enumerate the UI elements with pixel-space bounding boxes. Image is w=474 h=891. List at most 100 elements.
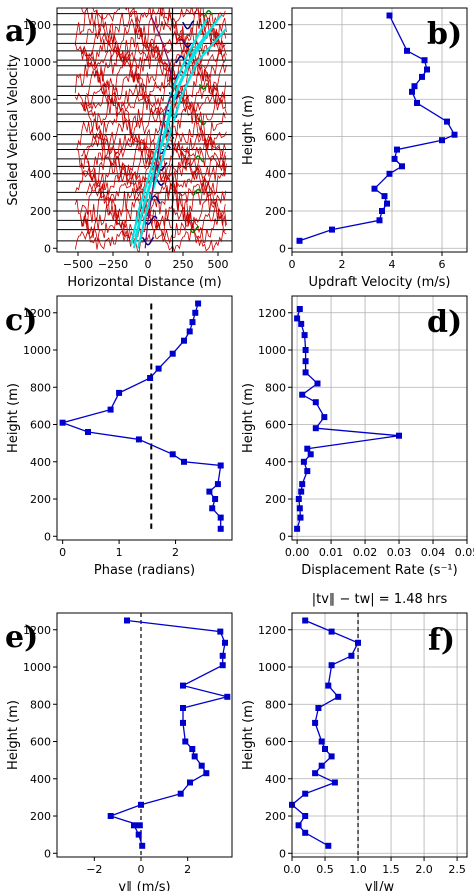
velocity-trace [74, 8, 227, 47]
y-tick-label: 0 [44, 530, 51, 543]
x-tick-label: 1.0 [349, 863, 367, 876]
data-point [312, 770, 319, 777]
data-point [295, 496, 302, 502]
y-axis-label: Height (m) [241, 383, 256, 453]
x-tick-label: 4 [389, 258, 396, 271]
y-tick-label: 400 [30, 456, 51, 469]
x-tick-label: 0 [138, 863, 145, 876]
y-tick-label: 200 [30, 493, 51, 506]
panel-letter: c) [5, 303, 37, 338]
data-point [318, 738, 325, 745]
y-tick-label: 1200 [258, 19, 286, 32]
panel-c: 0 1 2 0 200 400 600 800 1000 1200 Phase (radians) H… [5, 295, 233, 578]
data-point [424, 66, 430, 73]
panel-b: 0 2 4 6 0 200 400 600 800 1000 1200 Updraft Velocit… [241, 7, 468, 290]
y-tick-label: 600 [265, 736, 286, 749]
y-tick-label: 0 [279, 847, 286, 860]
x-tick-label: −500 [63, 258, 93, 271]
data-point [314, 380, 321, 387]
velocity-trace [80, 101, 226, 143]
y-tick-label: 0 [279, 530, 286, 543]
x-tick-label: 2 [184, 863, 191, 876]
x-tick-label: 0.0 [283, 863, 301, 876]
series-line [108, 619, 228, 846]
x-tick-label: 1 [116, 546, 123, 559]
data-point [294, 525, 301, 532]
data-point [224, 693, 231, 700]
fit-line [130, 18, 208, 245]
trace-segment-green [192, 188, 202, 196]
y-tick-label: 200 [30, 810, 51, 823]
data-point [302, 829, 309, 836]
y-tick-label: 200 [265, 493, 286, 506]
data-point [182, 738, 189, 745]
data-point [296, 306, 303, 312]
y-axis-label: Height (m) [6, 700, 21, 770]
data-point [217, 525, 224, 532]
data-point [85, 429, 91, 435]
x-axis-label: v∥ (m/s) [118, 880, 170, 891]
y-tick-label: 1200 [23, 307, 51, 320]
data-point [381, 193, 388, 200]
panel-d: 0.00 0.01 0.02 0.03 0.04 0.05 0 200 400 600 800 100… [241, 295, 474, 578]
data-point [147, 375, 154, 381]
data-point [315, 705, 322, 711]
axes-frame [291, 612, 468, 858]
velocity-trace [86, 48, 227, 72]
data-point [328, 753, 335, 760]
data-point [214, 481, 221, 488]
data-point [302, 617, 309, 624]
panel-letter: f) [428, 623, 455, 658]
velocity-trace [81, 8, 226, 26]
y-axis-label: Scaled Vertical Velocity [6, 54, 21, 205]
data-point [348, 652, 355, 659]
y-tick-label: 800 [30, 698, 51, 711]
data-point [322, 746, 328, 752]
data-point [219, 662, 226, 669]
data-point [394, 146, 400, 153]
y-tick-label: 1000 [258, 56, 286, 69]
data-point [192, 309, 199, 316]
data-point [217, 514, 224, 521]
y-tick-label: 1000 [23, 344, 51, 357]
x-tick-label: 2.5 [448, 863, 466, 876]
axes-frame [291, 7, 468, 253]
series-line [299, 15, 456, 242]
data-point [180, 705, 186, 711]
data-point [203, 770, 210, 777]
y-tick-label: 400 [265, 773, 286, 786]
data-point [312, 425, 319, 432]
data-point [444, 118, 450, 125]
axes-frame [56, 7, 233, 253]
data-point [312, 399, 319, 406]
data-point [195, 300, 202, 307]
data-point [297, 514, 304, 521]
x-tick-label: 0.05 [455, 546, 474, 559]
y-tick-label: 600 [265, 131, 286, 144]
data-point [136, 822, 143, 829]
data-point [411, 83, 418, 90]
x-tick-label: 6 [439, 258, 446, 271]
y-tick-label: 1200 [258, 624, 286, 637]
data-point [386, 12, 393, 19]
y-tick-label: 1200 [23, 624, 51, 637]
data-point [219, 652, 226, 659]
y-tick-label: 600 [265, 419, 286, 432]
velocity-trace [74, 91, 227, 115]
data-point [294, 315, 301, 322]
data-point [325, 842, 332, 849]
panel-title: |tv∥ − tw| = 1.48 hrs [312, 592, 448, 607]
data-point [325, 682, 332, 689]
panel-a: −500 −250 0 250 500 0 200 400 600 800 1000 1200 Hori… [5, 7, 233, 290]
data-point [209, 505, 216, 512]
data-point [217, 628, 224, 635]
y-tick-label: 0 [44, 847, 51, 860]
data-point [304, 445, 311, 452]
x-tick-label: −2 [86, 863, 102, 876]
data-point [299, 481, 306, 488]
data-point [328, 662, 335, 669]
x-tick-label: 0.03 [387, 546, 412, 559]
panel-letter: b) [427, 17, 462, 52]
series-line [296, 308, 400, 529]
